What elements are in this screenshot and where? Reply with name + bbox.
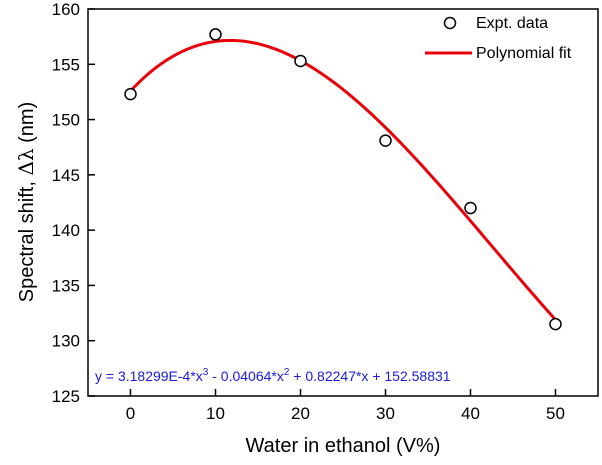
x-tick-label: 0 — [126, 404, 135, 423]
legend-marker-expt-data — [443, 16, 457, 30]
y-tick-label: 125 — [52, 387, 80, 406]
x-tick-label: 20 — [291, 404, 310, 423]
data-point — [549, 317, 562, 331]
fit-equation-annotation: y = 3.18299E-4*x3 - 0.04064*x2 + 0.82247… — [95, 367, 451, 384]
y-tick-label: 140 — [52, 221, 80, 240]
data-point — [209, 28, 222, 41]
x-axis-ticks: 0 10 20 30 40 50 — [126, 389, 565, 423]
equation-exponent-2: 2 — [284, 367, 290, 378]
y-tick-label: 155 — [52, 55, 80, 74]
y-axis-label-unit: (nm) — [16, 102, 38, 149]
x-tick-label: 10 — [206, 404, 225, 423]
data-point — [464, 201, 477, 215]
y-tick-label: 130 — [52, 332, 80, 351]
legend-label-expt-data: Expt. data — [476, 15, 548, 32]
expt-data-points — [124, 28, 562, 331]
equation-part-3: + 0.82247*x + 152.58831 — [289, 368, 450, 384]
x-tick-label: 50 — [546, 404, 565, 423]
x-tick-label: 30 — [376, 404, 395, 423]
y-tick-label: 150 — [52, 111, 80, 130]
y-tick-label: 135 — [52, 276, 80, 295]
legend: Expt. data Polynomial fit — [425, 15, 572, 62]
data-point — [379, 134, 392, 147]
y-axis-ticks: 125 130 135 140 145 150 155 160 — [52, 0, 95, 406]
y-tick-label: 160 — [52, 0, 80, 19]
plot-frame — [87, 8, 599, 397]
x-axis-label: Water in ethanol (V%) — [246, 435, 441, 457]
data-point — [124, 87, 137, 101]
polynomial-fit-curve — [129, 38, 557, 321]
equation-exponent-3: 3 — [203, 367, 209, 378]
equation-part-2: - 0.04064*x — [208, 368, 284, 384]
y-axis-label-symbol: Δλ — [14, 148, 38, 175]
x-tick-label: 40 — [461, 404, 480, 423]
equation-part-1: y = 3.18299E-4*x — [95, 368, 203, 384]
y-tick-label: 145 — [52, 166, 80, 185]
data-point — [294, 54, 307, 68]
legend-label-polynomial-fit: Polynomial fit — [476, 45, 572, 62]
y-axis-label: Spectral shift, Δλ (nm) — [14, 102, 38, 303]
y-axis-label-main: Spectral shift, — [16, 176, 38, 303]
